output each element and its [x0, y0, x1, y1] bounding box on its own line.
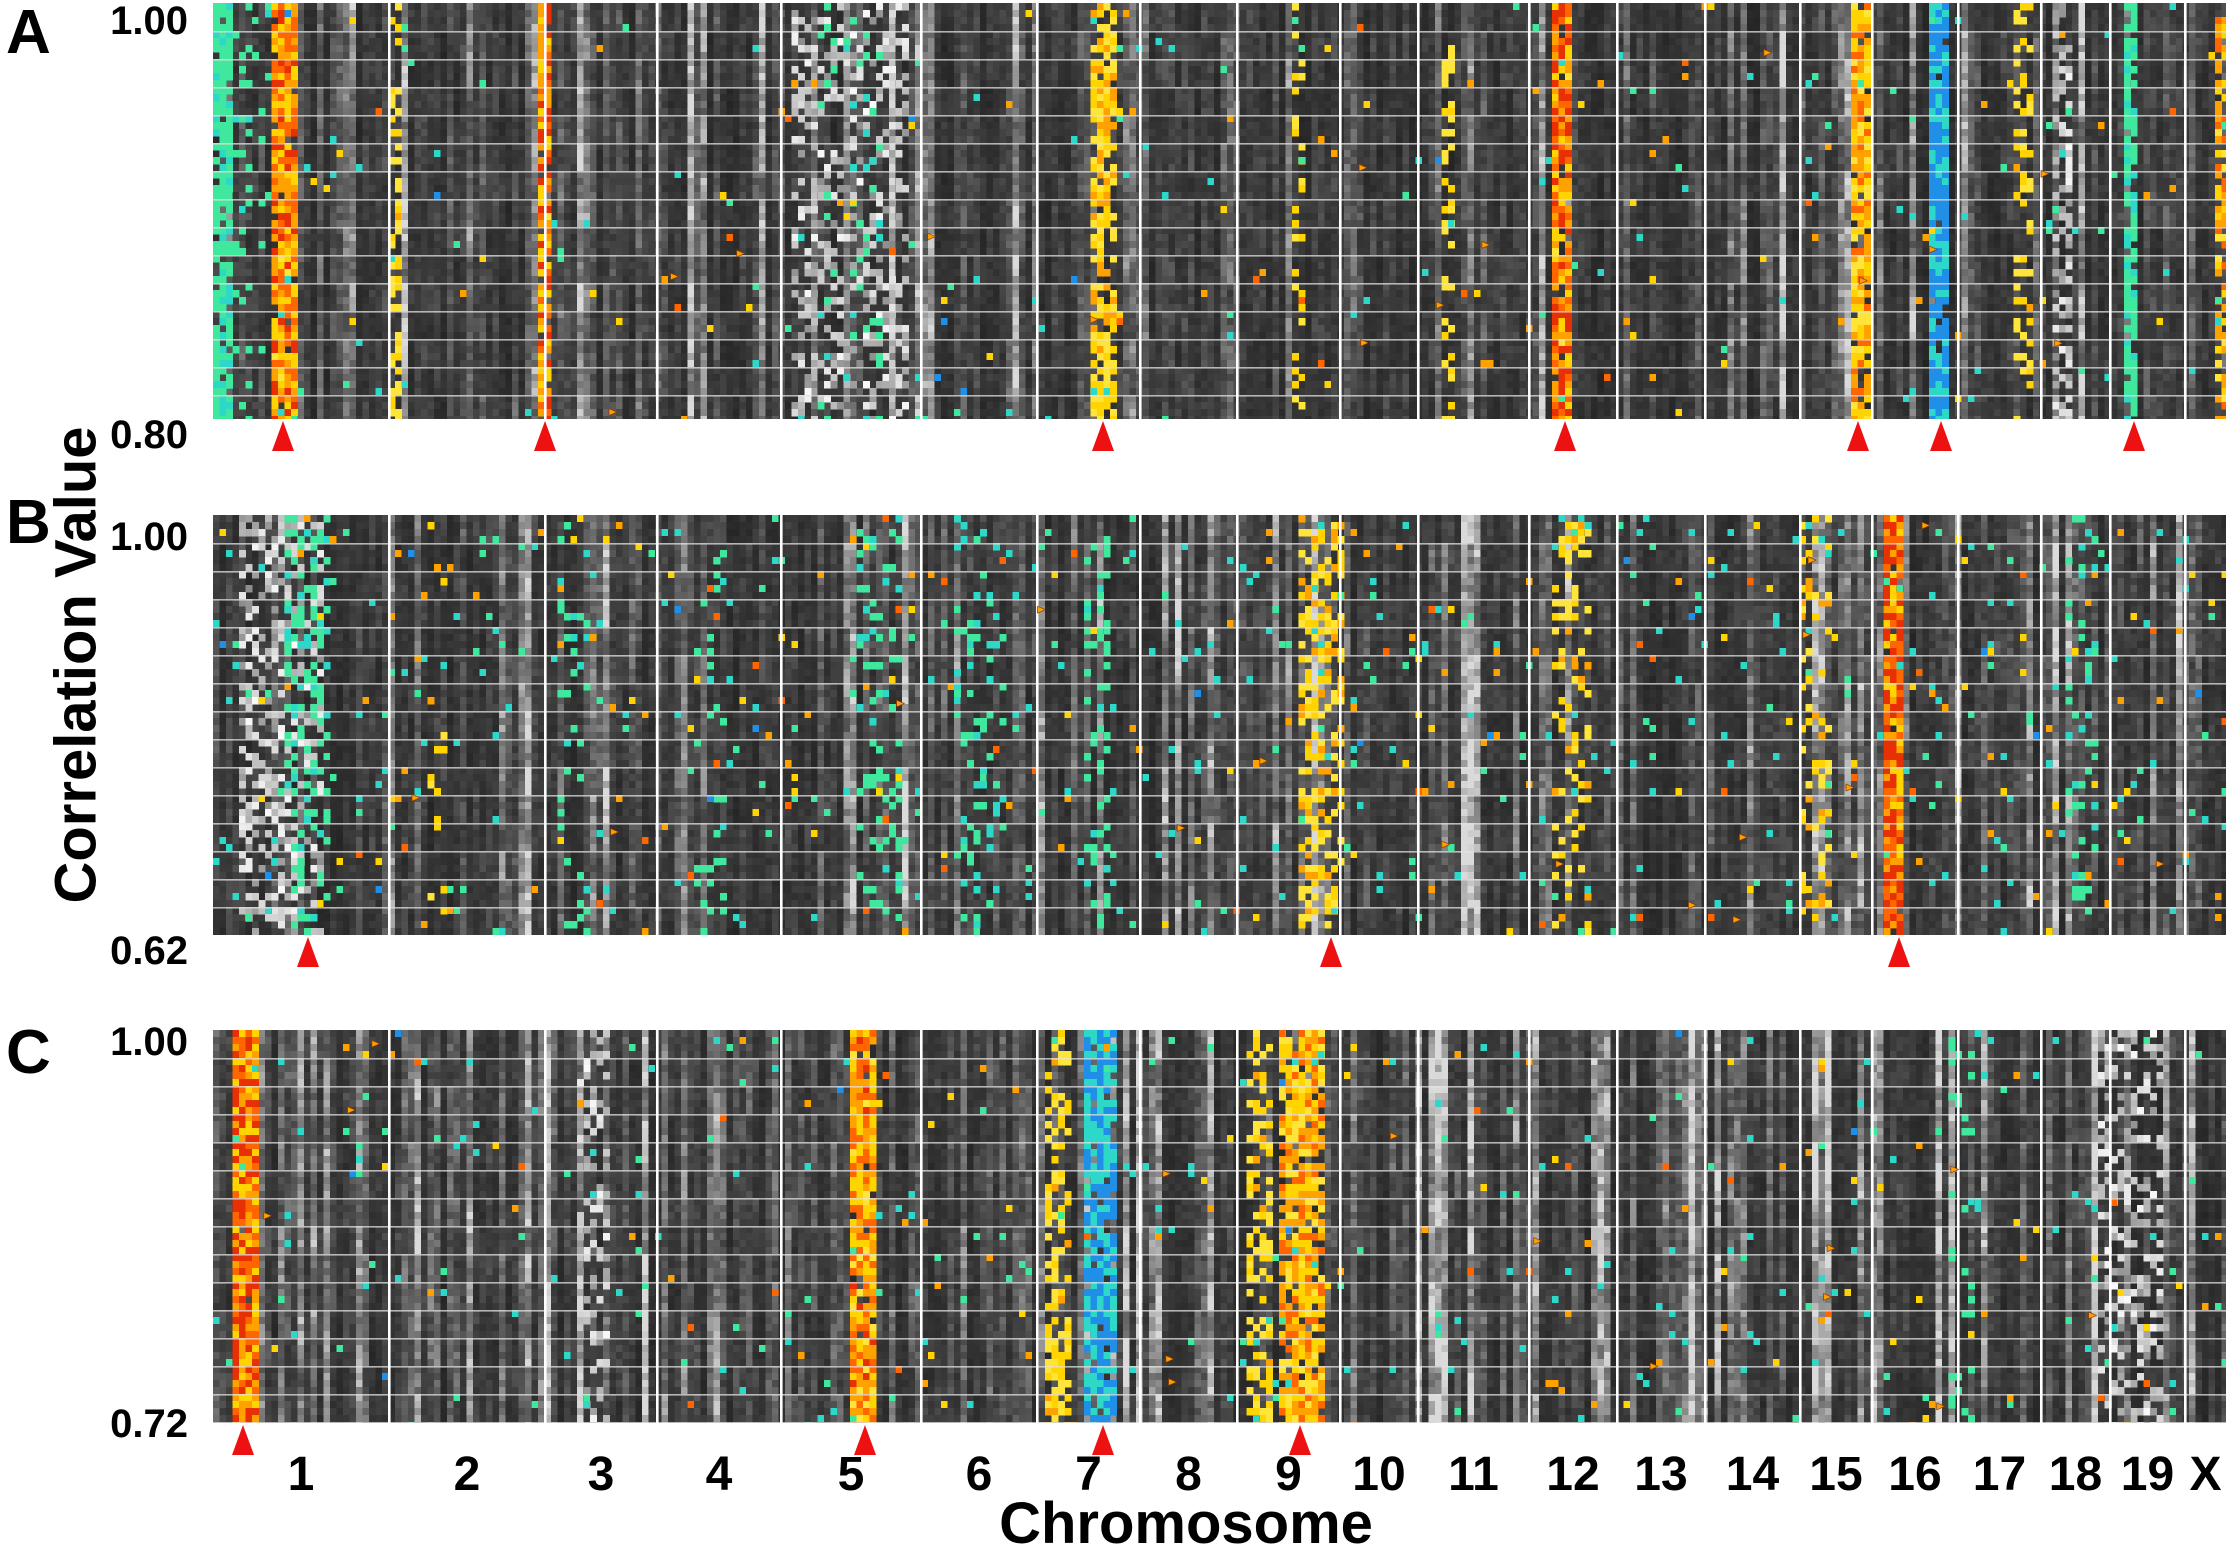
locus-arrow-icon-panel-a-chr16	[1930, 421, 1952, 451]
locus-arrow-icon-panel-a-chr1	[272, 421, 294, 451]
locus-arrow-icon-panel-b-chr9	[1320, 937, 1342, 967]
locus-arrow-icon-panel-a-chr15	[1847, 421, 1869, 451]
panel-a-label: A	[6, 0, 51, 67]
chromosome-label-7: 7	[1075, 1448, 1102, 1501]
panel-c-label: C	[6, 1018, 51, 1087]
locus-arrow-icon-panel-c-chr7	[1092, 1425, 1114, 1455]
chromosome-label-18: 18	[2048, 1448, 2103, 1501]
panel-b-ymax-tick: 1.00	[110, 515, 188, 559]
chromosome-label-6: 6	[965, 1448, 993, 1501]
chromosome-label-12: 12	[1546, 1448, 1600, 1501]
panel-a-heatmap	[213, 3, 2226, 419]
chromosome-label-4: 4	[705, 1448, 733, 1501]
chromosome-label-3: 3	[587, 1448, 615, 1501]
panel-b-heatmap	[213, 515, 2226, 935]
chromosome-label-11: 11	[1448, 1448, 1499, 1501]
locus-arrow-icon-panel-c-chr9	[1289, 1425, 1311, 1455]
panel-c-ymin-tick: 0.72	[110, 1402, 188, 1446]
locus-arrow-icon-panel-a-chr7	[1092, 421, 1114, 451]
chromosome-label-13: 13	[1634, 1448, 1688, 1501]
panel-a-ymin-tick: 0.80	[110, 413, 188, 457]
locus-arrow-icon-panel-b-chr1	[297, 937, 319, 967]
panel-a-ymax-tick: 1.00	[110, 0, 188, 43]
chromosome-label-19: 19	[2120, 1448, 2175, 1501]
chromosome-label-16: 16	[1888, 1448, 1942, 1501]
y-axis-title: Correlation Value	[43, 426, 109, 904]
locus-arrow-icon-panel-c-chr5	[854, 1425, 876, 1455]
chromosome-label-14: 14	[1725, 1448, 1780, 1501]
chromosome-label-10: 10	[1352, 1448, 1406, 1501]
locus-arrow-icon-panel-a-chr2	[534, 421, 556, 451]
chromosome-label-2: 2	[453, 1448, 481, 1501]
locus-arrow-icon-panel-a-chr19	[2123, 421, 2145, 451]
chromosome-label-5: 5	[837, 1448, 865, 1501]
chromosome-label-17: 17	[1972, 1448, 2027, 1501]
chromosome-label-1: 1	[287, 1448, 315, 1501]
chromosome-label-8: 8	[1175, 1448, 1202, 1501]
x-axis-title: Chromosome	[999, 1491, 1373, 1553]
locus-arrow-icon-panel-c-chr1	[232, 1425, 254, 1455]
panel-c-heatmap	[213, 1030, 2226, 1423]
locus-arrow-icon-panel-a-chr12	[1554, 421, 1576, 451]
chromosome-label-9: 9	[1275, 1448, 1302, 1501]
panel-c-ymax-tick: 1.00	[110, 1020, 188, 1064]
chromosome-label-X: X	[2189, 1448, 2222, 1501]
panel-b-ymin-tick: 0.62	[110, 929, 188, 973]
chromosome-label-15: 15	[1809, 1448, 1863, 1501]
locus-arrow-icon-panel-b-chr16	[1888, 937, 1910, 967]
panel-b-label: B	[6, 488, 51, 557]
